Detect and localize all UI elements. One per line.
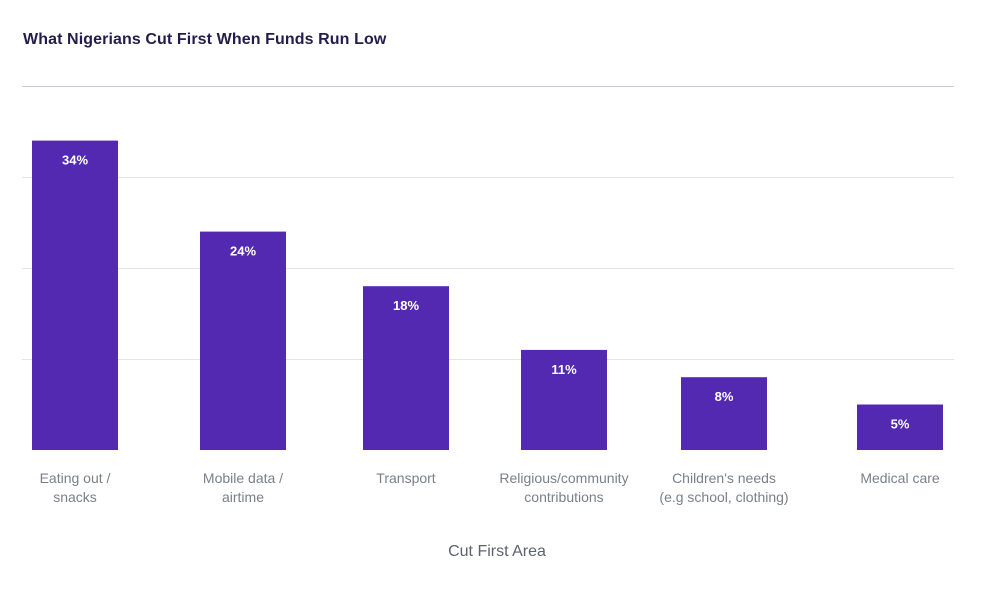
bar-value-labels: 34% 24% 18% 11% 8% 5% <box>62 153 910 432</box>
x-tick-label: Medical care <box>860 470 940 486</box>
x-tick-label: Eating out / snacks <box>40 470 111 505</box>
x-tick-label: Mobile data / airtime <box>203 470 283 505</box>
bar-value-label: 34% <box>62 153 88 168</box>
bar-value-label: 24% <box>230 244 256 259</box>
x-tick-label: Transport <box>376 470 436 486</box>
bar-value-label: 5% <box>891 417 910 432</box>
x-axis-label: Cut First Area <box>448 543 546 560</box>
gridlines <box>22 86 954 360</box>
bar <box>521 349 607 450</box>
bar-value-label: 11% <box>551 362 577 377</box>
x-tick-label: Religious/community contributions <box>499 470 628 505</box>
bars <box>32 140 943 450</box>
chart-title: What Nigerians Cut First When Funds Run … <box>23 31 387 48</box>
x-axis-tick-labels: Eating out / snacks Mobile data / airtime Tr… <box>40 470 940 505</box>
bar <box>857 404 943 450</box>
bar <box>32 140 118 450</box>
x-tick-label: Children's needs (e.g school, clothing) <box>659 470 788 505</box>
bar <box>200 231 286 450</box>
bar-value-label: 8% <box>715 389 734 404</box>
bar <box>681 377 767 450</box>
bar <box>363 286 449 450</box>
bar-value-label: 18% <box>393 298 419 313</box>
